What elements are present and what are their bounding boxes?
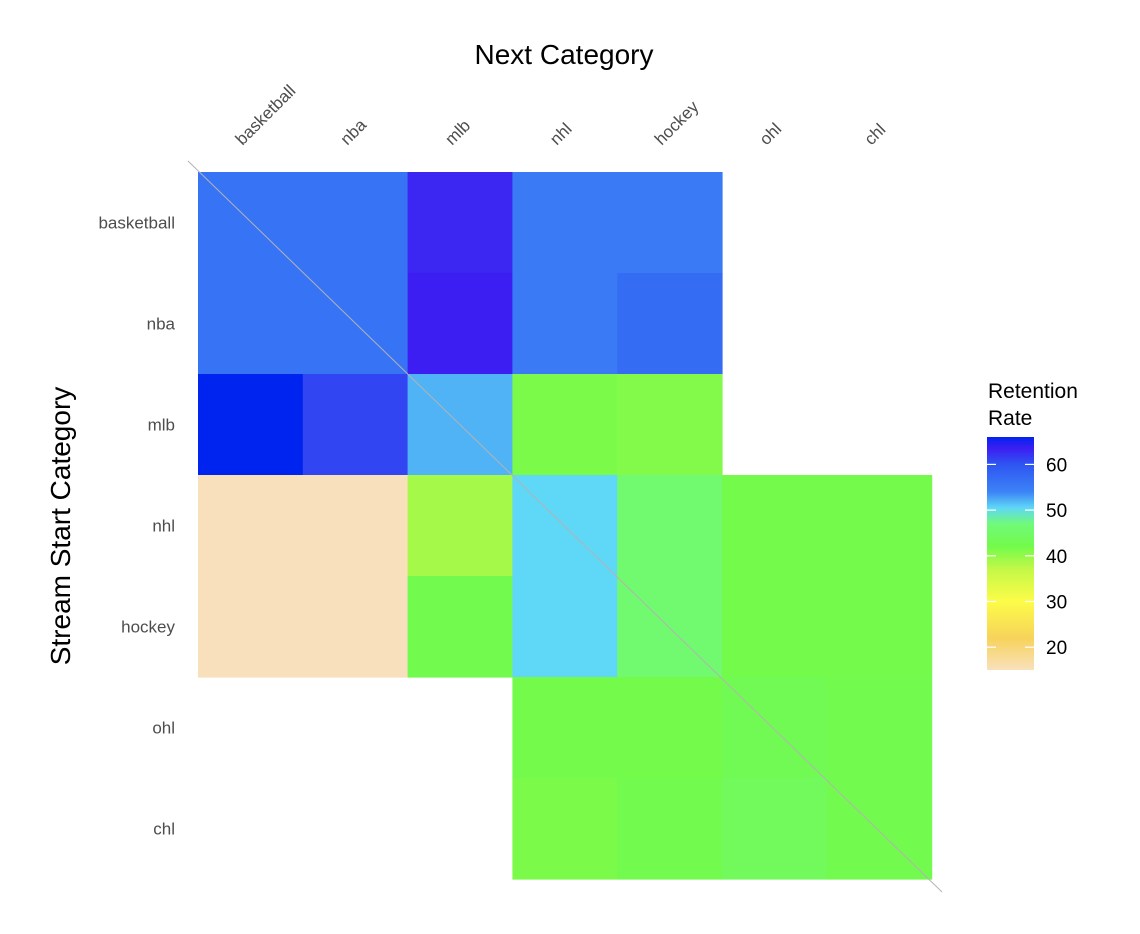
heatmap-cell-nhl-basketball: [198, 475, 304, 577]
heatmap-cell-ohl-hockey: [617, 677, 723, 779]
heatmap-cell-chl-chl: [826, 778, 933, 880]
legend-title-line2: Rate: [988, 407, 1032, 430]
heatmap-cell-hockey-basketball: [198, 576, 304, 678]
x-tick-label-chl: chl: [861, 120, 890, 149]
x-tick-labels: basketball nba mlb nhl hockey ohl chl: [232, 81, 890, 149]
heatmap-cell-nba-nhl: [512, 273, 618, 375]
x-axis-title: Next Category: [475, 39, 654, 70]
legend-label-20: 20: [1046, 638, 1067, 659]
x-tick-label-nba: nba: [337, 115, 371, 149]
heatmap-cell-nba-hockey: [617, 273, 723, 375]
y-tick-label-basketball: basketball: [98, 214, 175, 233]
heatmap-cell-ohl-ohl: [722, 677, 828, 779]
legend: Retention Rate 20 30 40 50 60: [987, 380, 1078, 670]
heatmap-cell-chl-ohl: [722, 778, 828, 880]
heatmap-cell-ohl-nhl: [512, 677, 618, 779]
heatmap-cell-basketball-basketball: [198, 172, 304, 274]
heatmap-cell-hockey-hockey: [617, 576, 723, 678]
y-tick-label-mlb: mlb: [148, 416, 175, 435]
diagonal-reference-line: [187, 160, 943, 893]
heatmap-cell-hockey-nba: [302, 576, 409, 678]
y-tick-labels: basketball nba mlb nhl hockey ohl chl: [98, 214, 175, 839]
heatmap-cell-basketball-nhl: [512, 172, 618, 274]
y-axis-title: Stream Start Category: [45, 387, 76, 666]
heatmap-cell-chl-nhl: [512, 778, 618, 880]
heatmap-cell-chl-hockey: [617, 778, 723, 880]
heatmap-cell-nhl-mlb: [407, 475, 513, 577]
y-tick-label-ohl: ohl: [152, 719, 175, 738]
heatmap-cell-nhl-ohl: [722, 475, 828, 577]
heatmap-cell-nba-basketball: [198, 273, 304, 375]
heatmap-cell-nhl-nba: [302, 475, 409, 577]
heatmap-cell-nhl-chl: [826, 475, 933, 577]
x-tick-label-nhl: nhl: [546, 119, 575, 148]
legend-ticks: 20 30 40 50 60: [987, 455, 1067, 659]
heatmap-cell-basketball-mlb: [407, 172, 513, 274]
heatmap-cell-hockey-mlb: [407, 576, 513, 678]
heatmap-cell-nba-mlb: [407, 273, 513, 375]
x-tick-label-mlb: mlb: [441, 116, 474, 149]
legend-label-40: 40: [1046, 547, 1067, 568]
legend-title-line1: Retention: [988, 380, 1078, 403]
y-tick-label-hockey: hockey: [121, 618, 175, 637]
x-tick-label-hockey: hockey: [651, 97, 703, 149]
y-tick-label-chl: chl: [153, 820, 175, 839]
heatmap-cell-hockey-chl: [826, 576, 933, 678]
y-tick-label-nhl: nhl: [152, 517, 175, 536]
x-tick-label-ohl: ohl: [756, 119, 785, 148]
heatmap-cell-hockey-ohl: [722, 576, 828, 678]
legend-label-50: 50: [1046, 501, 1067, 522]
legend-label-60: 60: [1046, 455, 1067, 476]
heatmap-cell-mlb-nhl: [512, 374, 618, 476]
x-tick-label-basketball: basketball: [232, 81, 300, 149]
heatmap-cell-mlb-basketball: [198, 374, 304, 476]
heatmap-cell-mlb-hockey: [617, 374, 723, 476]
heatmap-cell-basketball-hockey: [617, 172, 723, 274]
legend-color-bar: [987, 437, 1034, 670]
heatmap-cell-basketball-nba: [302, 172, 409, 274]
heatmap-cell-mlb-nba: [302, 374, 409, 476]
legend-label-30: 30: [1046, 593, 1067, 614]
heatmap-cell-hockey-nhl: [512, 576, 618, 678]
heatmap-cell-ohl-chl: [826, 677, 933, 779]
heatmap-cell-nhl-hockey: [617, 475, 723, 577]
y-tick-label-nba: nba: [147, 315, 176, 334]
